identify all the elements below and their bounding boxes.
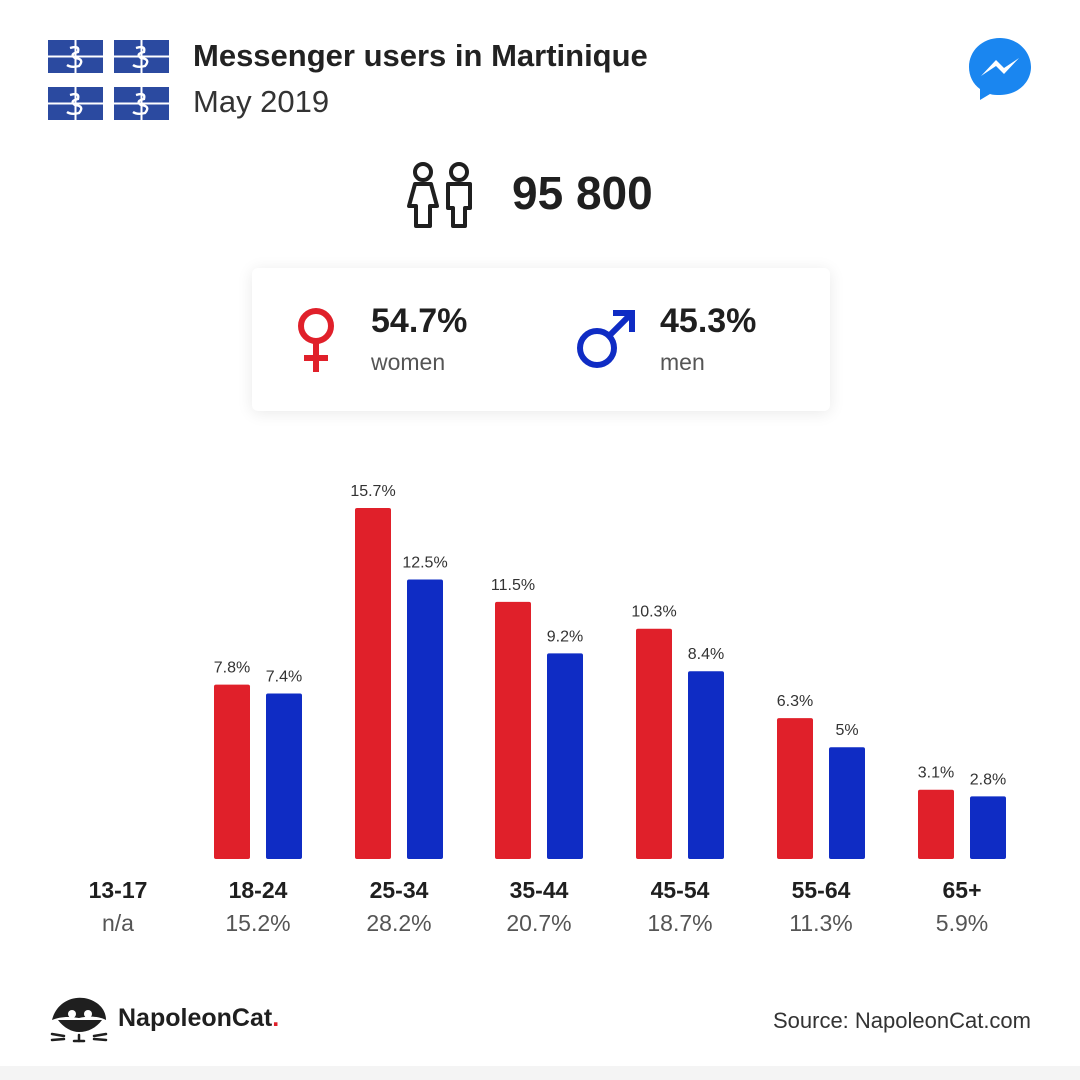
- bar-men-45-54: [688, 671, 724, 859]
- age-group-total: 5.9%: [935, 910, 989, 936]
- napoleoncat-logo-icon: [50, 997, 108, 1043]
- bar-men-65+: [970, 796, 1006, 859]
- age-group-total: 28.2%: [366, 910, 432, 936]
- bar-men-55-64: [829, 747, 865, 859]
- page-title: Messenger users in Martinique: [193, 38, 648, 73]
- total-users: 95 800: [512, 167, 653, 219]
- age-group-total: 15.2%: [225, 910, 291, 936]
- messenger-icon: [969, 38, 1031, 100]
- age-group-total: 18.7%: [647, 910, 713, 936]
- bar-label-men-18-24: 7.4%: [266, 669, 302, 686]
- bar-women-18-24: [214, 684, 250, 859]
- bar-label-women-25-34: 15.7%: [350, 483, 395, 500]
- women-label: women: [371, 349, 446, 375]
- bottom-band: [0, 1066, 1080, 1080]
- bar-label-men-25-34: 12.5%: [402, 555, 447, 572]
- women-percent: 54.7%: [371, 302, 468, 340]
- bar-label-women-18-24: 7.8%: [214, 660, 250, 677]
- age-group-label: 35-44: [509, 877, 569, 903]
- age-group-total: 11.3%: [789, 910, 853, 936]
- source-text: Source: NapoleonCat.com: [772, 1008, 1031, 1033]
- brand-name: NapoleonCat: [118, 1004, 273, 1032]
- age-group-label: 45-54: [650, 877, 710, 903]
- bar-label-women-35-44: 11.5%: [491, 577, 535, 594]
- bar-label-men-55-64: 5%: [835, 722, 858, 739]
- male-symbol-icon: [577, 310, 635, 368]
- age-group-label: 65+: [942, 877, 982, 903]
- bar-label-men-65+: 2.8%: [970, 771, 1006, 788]
- people-icon: [407, 162, 472, 228]
- age-group-label: 18-24: [228, 877, 288, 903]
- bar-women-55-64: [777, 718, 813, 859]
- page-subtitle: May 2019: [193, 84, 330, 119]
- men-label: men: [660, 349, 705, 375]
- brand-dot: .: [272, 1004, 280, 1032]
- age-group-label: 25-34: [369, 877, 429, 903]
- gender-card: 54.7% women 45.3% men: [252, 268, 830, 411]
- age-group-total: 20.7%: [506, 910, 572, 936]
- bar-women-45-54: [636, 628, 672, 859]
- bar-women-25-34: [355, 508, 391, 859]
- brand: NapoleonCat.: [48, 994, 298, 1044]
- men-percent: 45.3%: [660, 302, 757, 340]
- bar-label-women-65+: 3.1%: [918, 765, 954, 782]
- age-group-label: 13-17: [88, 877, 148, 903]
- martinique-flag-icon: [48, 40, 169, 121]
- bar-label-women-55-64: 6.3%: [777, 693, 813, 710]
- female-symbol-icon: [298, 308, 334, 372]
- bar-label-men-35-44: 9.2%: [547, 628, 583, 645]
- bar-label-women-45-54: 10.3%: [631, 604, 676, 621]
- bar-men-25-34: [407, 579, 443, 859]
- age-group-label: 55-64: [791, 877, 851, 903]
- age-group-total: n/a: [102, 910, 134, 936]
- age-gender-bar-chart: 7.8% 7.4% 15.7% 12.5% 11.5% 9.2% 10.3% 8.4% 6.3%…: [214, 483, 1006, 859]
- bar-women-35-44: [495, 601, 531, 859]
- bar-men-35-44: [547, 653, 583, 859]
- bar-men-18-24: [266, 693, 302, 859]
- bar-women-65+: [918, 789, 954, 859]
- bar-label-men-45-54: 8.4%: [688, 646, 724, 663]
